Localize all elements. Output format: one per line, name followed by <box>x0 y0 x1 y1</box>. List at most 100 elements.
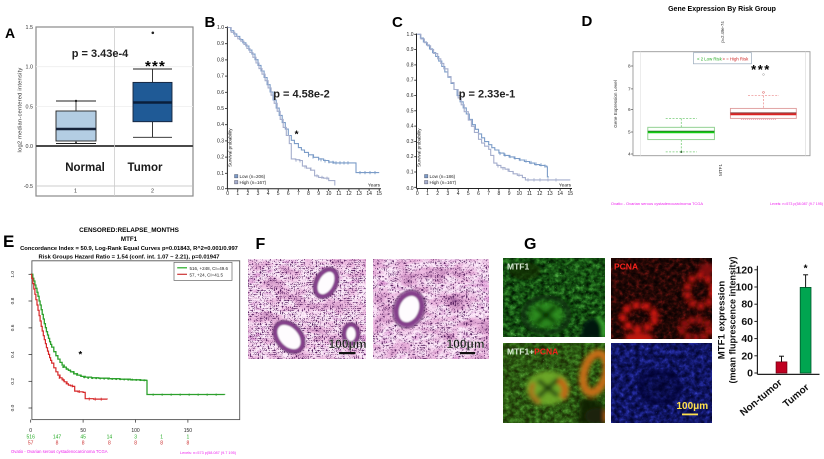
svg-text:MTF1: MTF1 <box>507 262 529 272</box>
svg-text:Levels: n=573 p(58.087 (9.7 19: Levels: n=573 p(58.087 (9.7 195) <box>770 202 823 206</box>
svg-text:0: 0 <box>747 368 753 380</box>
svg-text:8: 8 <box>160 440 163 446</box>
svg-text:0.0: 0.0 <box>217 186 224 192</box>
svg-text:3: 3 <box>257 191 260 197</box>
svg-text:9: 9 <box>508 191 511 197</box>
svg-text:4: 4 <box>457 191 460 197</box>
svg-text:Gene Expression Level: Gene Expression Level <box>613 80 618 128</box>
svg-text:0.2: 0.2 <box>407 154 414 160</box>
svg-text:7: 7 <box>297 191 300 197</box>
svg-text:1.5: 1.5 <box>26 25 34 31</box>
svg-text:1: 1 <box>160 434 163 440</box>
svg-text:0.8: 0.8 <box>407 62 414 68</box>
svg-text:8: 8 <box>307 191 310 197</box>
svg-text:0.2: 0.2 <box>217 155 224 161</box>
svg-text:100: 100 <box>735 282 753 294</box>
svg-text:MTF1 expression: MTF1 expression <box>717 281 728 360</box>
svg-text:60: 60 <box>741 316 753 328</box>
svg-text:14: 14 <box>557 191 563 197</box>
svg-text:7: 7 <box>628 87 631 92</box>
svg-text:0.2: 0.2 <box>10 378 16 385</box>
svg-text:5: 5 <box>277 191 280 197</box>
svg-text:0.8: 0.8 <box>217 57 224 63</box>
svg-text:0.3: 0.3 <box>217 138 224 144</box>
svg-text:Risk Groups Hazard Ratio = 1.5: Risk Groups Hazard Ratio = 1.54 (conf. i… <box>39 255 220 261</box>
svg-text:3: 3 <box>134 434 137 440</box>
svg-text:13: 13 <box>547 191 553 197</box>
svg-text:0.0: 0.0 <box>26 144 34 150</box>
svg-text:57, +24, CI=41.5: 57, +24, CI=41.5 <box>190 272 224 277</box>
svg-text:Levels: n=573 p(58.087 (9.7 19: Levels: n=573 p(58.087 (9.7 195) <box>180 451 237 455</box>
svg-text:log2 median-centered intensity: log2 median-centered intensity <box>18 68 24 153</box>
svg-text:12: 12 <box>537 191 543 197</box>
svg-text:Survival probability: Survival probability <box>417 128 422 167</box>
svg-text:12: 12 <box>346 191 352 197</box>
svg-text:14: 14 <box>107 434 113 440</box>
svg-text:100μm: 100μm <box>329 337 367 351</box>
svg-text:8: 8 <box>498 191 501 197</box>
svg-text:0.7: 0.7 <box>407 78 414 84</box>
svg-text:0: 0 <box>416 191 419 197</box>
svg-text:0: 0 <box>29 428 32 434</box>
svg-text:*: * <box>295 130 299 141</box>
svg-text:Low (n=186): Low (n=186) <box>430 174 456 179</box>
svg-text:8: 8 <box>108 440 111 446</box>
svg-text:2: 2 <box>436 191 439 197</box>
svg-text:2: 2 <box>247 191 250 197</box>
svg-text:14: 14 <box>366 191 372 197</box>
svg-text:9: 9 <box>317 191 320 197</box>
svg-text:Ovatio - Ovarian serous cystad: Ovatio - Ovarian serous cystadenocarcino… <box>11 449 108 454</box>
svg-text:8: 8 <box>187 440 190 446</box>
svg-text:4: 4 <box>267 191 270 197</box>
svg-text:Years: Years <box>368 183 381 189</box>
svg-text:MTF1+PCNA: MTF1+PCNA <box>507 347 558 357</box>
svg-text:0.1: 0.1 <box>407 170 414 176</box>
svg-text:> = High Risk: > = High Risk <box>723 56 750 61</box>
svg-text:Non-tumor: Non-tumor <box>738 377 784 418</box>
svg-text:1.0: 1.0 <box>407 32 414 38</box>
svg-text:516, +248, CI=49.6: 516, +248, CI=49.6 <box>190 266 229 271</box>
svg-text:0.8: 0.8 <box>10 297 16 304</box>
svg-text:0.5: 0.5 <box>217 106 224 112</box>
svg-text:7: 7 <box>487 191 490 197</box>
svg-text:0: 0 <box>226 191 229 197</box>
svg-text:1.0: 1.0 <box>26 65 34 71</box>
svg-text:MTF1: MTF1 <box>718 164 723 176</box>
svg-text:2: 2 <box>151 189 154 195</box>
svg-text:147: 147 <box>53 434 62 440</box>
svg-text:(mean fluprescence intensity): (mean fluprescence intensity) <box>728 256 738 383</box>
svg-text:0.7: 0.7 <box>217 74 224 80</box>
svg-text:*: * <box>78 350 82 361</box>
svg-text:MTF1: MTF1 <box>121 236 138 243</box>
svg-text:0.3: 0.3 <box>407 139 414 145</box>
svg-text:< 2 Low Risk: < 2 Low Risk <box>697 56 723 61</box>
svg-text:PCNA: PCNA <box>614 262 638 272</box>
svg-text:0.1: 0.1 <box>217 171 224 177</box>
svg-text:0.0: 0.0 <box>10 404 16 411</box>
svg-text:0.4: 0.4 <box>217 122 224 128</box>
svg-text:150: 150 <box>184 428 193 434</box>
svg-text:100μm: 100μm <box>447 337 485 351</box>
svg-text:0.0: 0.0 <box>407 186 414 192</box>
svg-text:11: 11 <box>527 191 532 197</box>
svg-text:0.6: 0.6 <box>217 90 224 96</box>
svg-text:0.9: 0.9 <box>407 47 414 53</box>
svg-text:15: 15 <box>568 191 574 197</box>
svg-text:40: 40 <box>741 333 753 345</box>
svg-text:8: 8 <box>134 440 137 446</box>
svg-text:Low (n=206): Low (n=206) <box>240 174 266 179</box>
svg-text:80: 80 <box>741 299 753 311</box>
svg-text:1.0: 1.0 <box>10 271 16 278</box>
svg-text:13: 13 <box>356 191 362 197</box>
svg-text:Ovatio - Ovarian serous cystad: Ovatio - Ovarian serous cystadenocarcino… <box>611 201 704 206</box>
svg-text:0.6: 0.6 <box>407 93 414 99</box>
svg-text:1: 1 <box>236 191 239 197</box>
svg-text:CENSORED:RELAPSE_MONTHS: CENSORED:RELAPSE_MONTHS <box>79 227 180 234</box>
svg-text:10: 10 <box>517 191 523 197</box>
svg-text:5: 5 <box>628 130 631 135</box>
svg-text:15: 15 <box>376 191 382 197</box>
svg-text:Concordance Index = 50.9, Log-: Concordance Index = 50.9, Log-Rank Equal… <box>20 246 238 252</box>
svg-text:Tumor: Tumor <box>128 162 163 174</box>
svg-text:100: 100 <box>131 428 140 434</box>
svg-text:p = 3.43e-4: p = 3.43e-4 <box>72 48 129 60</box>
